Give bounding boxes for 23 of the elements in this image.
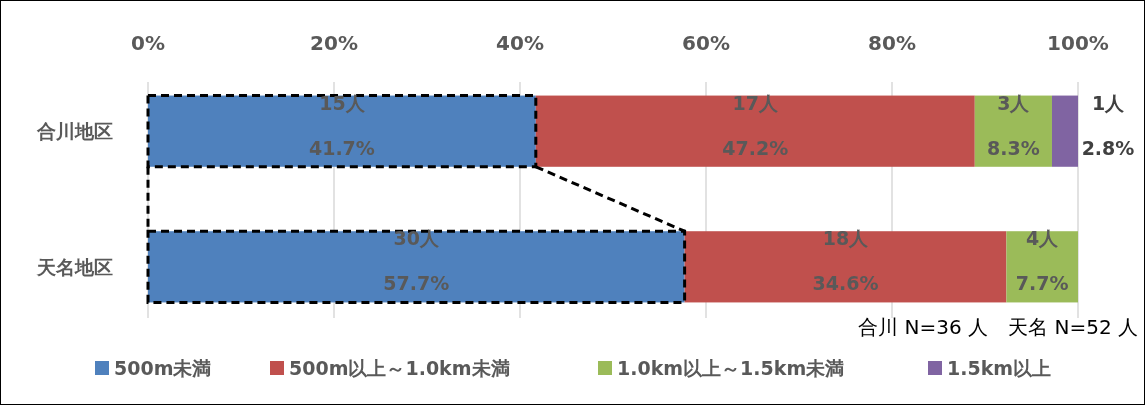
legend-label: 1.0km以上～1.5km未満 [617,357,845,379]
bar [535,95,975,167]
x-tick-label: 40% [496,31,544,55]
text: 3人 8.3% [987,91,1040,159]
text: 18人 34.6% [812,227,879,295]
legend-label: 1.5km以上 [947,357,1052,379]
x-tick-label: 60% [682,31,730,55]
bar [1051,95,1078,167]
text: 4人 7.7% [1015,227,1069,295]
y-tick-label: 合川地区 [36,120,113,143]
x-tick-label: 80% [868,31,916,55]
legend-label: 500m以上～1.0km未満 [289,357,510,379]
x-tick-label: 20% [310,31,358,55]
legend-label: 500m未満 [114,357,212,379]
x-tick-label: 0% [131,31,165,55]
y-tick-label: 天名地区 [36,255,113,278]
text: 17人 47.2% [722,91,789,159]
bar [684,231,1007,303]
text: 1人 2.8% [1081,91,1135,159]
x-tick-label: 100% [1047,31,1109,55]
annotation: 合川 N=36 人 天名 N=52 人 [858,315,1138,339]
text: 15人 41.7% [308,91,375,159]
text: 30人 57.7% [383,227,450,295]
